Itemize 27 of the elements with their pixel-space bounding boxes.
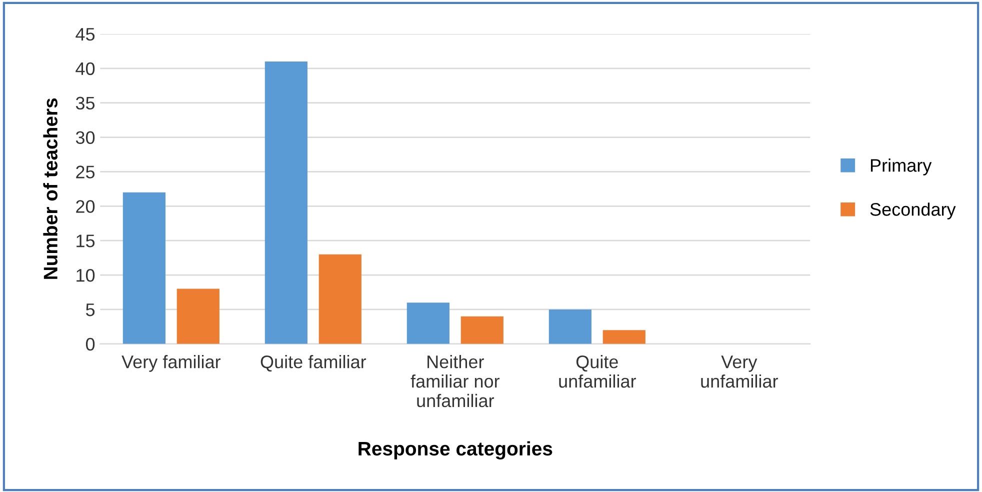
x-tick-label: Very unfamiliar (701, 356, 778, 388)
x-tick-label: Quite familiar (260, 355, 366, 372)
bar (264, 62, 308, 344)
x-tick-label: Quite unfamiliar (559, 355, 636, 388)
y-tick-label: 15 (76, 234, 95, 248)
y-tick-label: 5 (86, 304, 95, 316)
bar (460, 316, 504, 344)
y-tick-label: 35 (76, 96, 95, 110)
bar (548, 309, 592, 344)
bar (176, 288, 220, 344)
bar (318, 254, 362, 344)
y-tick-label: 30 (76, 131, 95, 144)
y-tick-label: 25 (76, 166, 95, 178)
legend-label: Secondary (870, 202, 956, 220)
y-tick-label: 20 (76, 200, 95, 213)
bar (602, 330, 646, 344)
y-tick-label: 0 (86, 338, 95, 351)
y-tick-label: 45 (76, 28, 95, 41)
y-axis-title: Number of teachers (43, 98, 58, 279)
y-tick-label: 10 (76, 268, 95, 282)
bar (406, 302, 450, 344)
y-tick-label: 40 (76, 62, 95, 76)
x-tick-label: Very familiar (122, 355, 221, 372)
bar (122, 192, 166, 344)
x-axis-title: Response categories (358, 441, 552, 460)
x-tick-label: Neither familiar nor unfamiliar (410, 355, 500, 408)
legend-label: Primary (870, 158, 932, 176)
